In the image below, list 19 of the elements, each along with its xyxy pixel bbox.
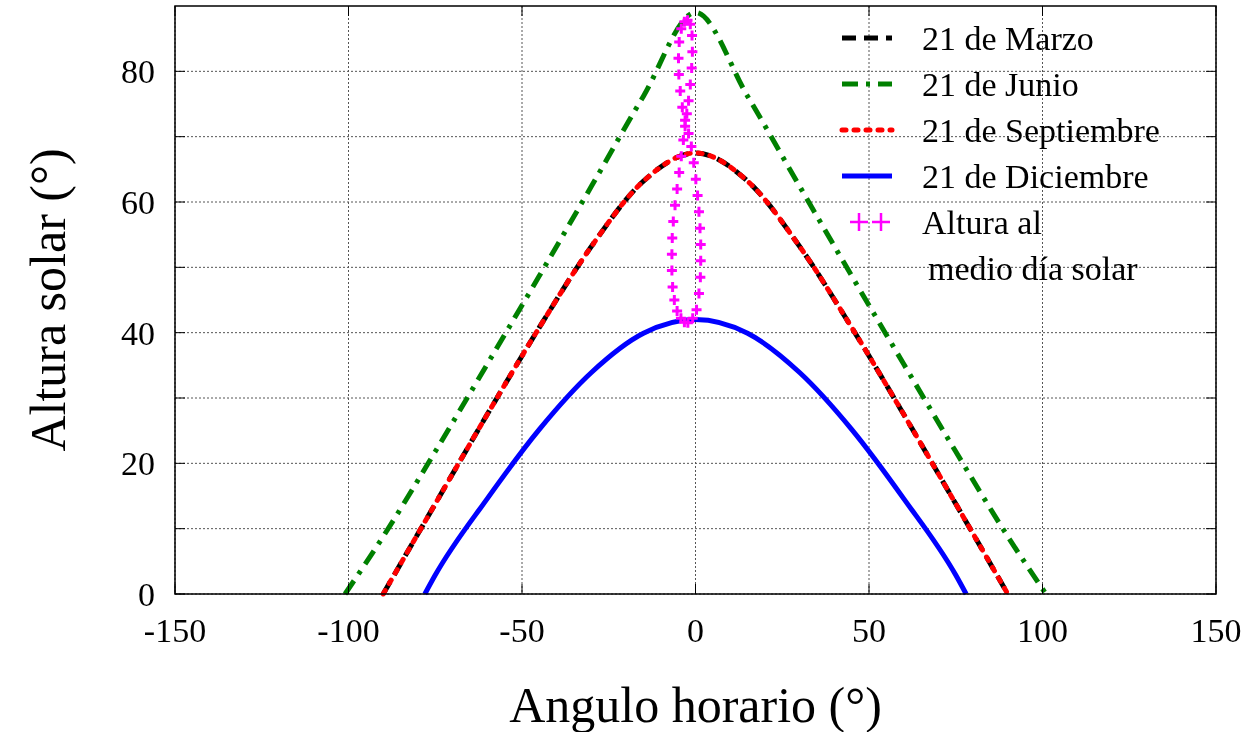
y-tick-label: 40 [121,314,155,352]
x-tick-label: -50 [499,612,545,649]
x-tick-label: 50 [852,612,886,649]
x-tick-label: -150 [143,612,207,649]
y-tick-label: 60 [121,183,155,221]
legend-label: 21 de Diciembre [922,157,1149,195]
legend-label: 21 de Junio [922,65,1079,103]
legend-label: 21 de Septiembre [922,111,1160,149]
x-axis-title: Angulo horario (°) [509,677,882,732]
x-tick-label: 100 [1017,612,1068,649]
legend-label: 21 de Marzo [922,19,1094,57]
y-tick-label: 80 [121,53,155,91]
y-tick-label: 0 [138,575,155,613]
y-tick-label: 20 [121,445,155,483]
x-tick-label: -100 [317,612,380,649]
x-tick-label: 150 [1190,612,1242,649]
y-axis-title: Altura solar (°) [20,148,76,452]
x-tick-label: 0 [687,612,704,649]
legend-label: Altura al medio día solar [922,203,1139,287]
